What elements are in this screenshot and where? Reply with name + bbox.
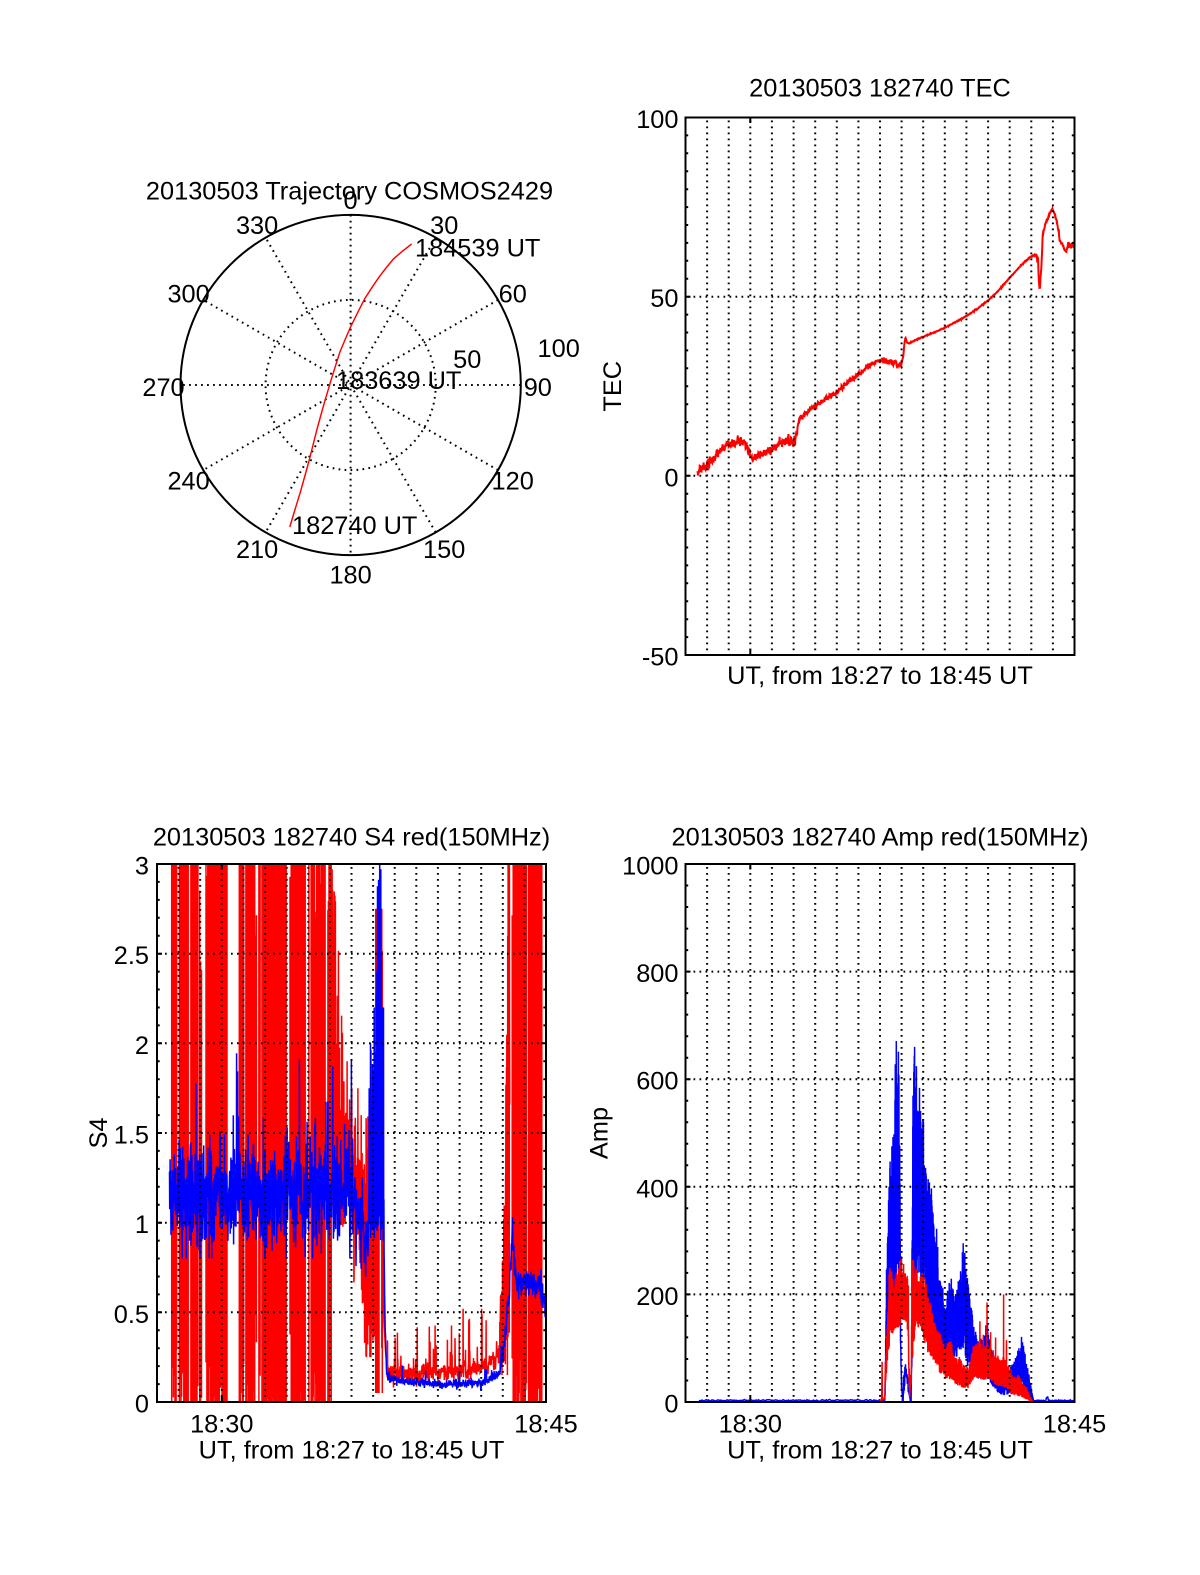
- svg-text:183639 UT: 183639 UT: [336, 367, 461, 395]
- svg-text:210: 210: [236, 536, 278, 564]
- svg-text:182740 UT: 182740 UT: [292, 512, 417, 540]
- svg-text:-50: -50: [642, 644, 679, 672]
- svg-text:2: 2: [135, 1032, 149, 1060]
- svg-text:0: 0: [664, 1391, 678, 1419]
- svg-text:1.5: 1.5: [114, 1122, 149, 1150]
- svg-text:50: 50: [453, 346, 481, 374]
- svg-text:180: 180: [329, 561, 371, 589]
- svg-text:0: 0: [344, 187, 358, 215]
- svg-text:20130503 182740 TEC: 20130503 182740 TEC: [749, 75, 1011, 103]
- svg-text:200: 200: [636, 1283, 678, 1311]
- svg-text:18:30: 18:30: [719, 1411, 782, 1439]
- svg-text:150: 150: [423, 536, 465, 564]
- svg-text:90: 90: [524, 374, 552, 402]
- svg-text:184539 UT: 184539 UT: [415, 235, 540, 263]
- svg-text:20130503 182740 Amp red(150MHz: 20130503 182740 Amp red(150MHz): [671, 824, 1088, 852]
- svg-text:100: 100: [538, 335, 580, 363]
- svg-text:800: 800: [636, 960, 678, 988]
- svg-text:30: 30: [430, 212, 458, 240]
- svg-text:20130503 182740 S4 red(150MHz): 20130503 182740 S4 red(150MHz): [153, 824, 550, 852]
- svg-text:100: 100: [636, 106, 678, 134]
- svg-text:300: 300: [167, 281, 209, 309]
- svg-text:50: 50: [650, 285, 678, 313]
- svg-text:60: 60: [499, 281, 527, 309]
- svg-text:UT, from 18:27 to 18:45 UT: UT, from 18:27 to 18:45 UT: [727, 1437, 1033, 1465]
- svg-text:270: 270: [142, 374, 184, 402]
- svg-text:240: 240: [167, 468, 209, 496]
- svg-text:0.5: 0.5: [114, 1301, 149, 1329]
- svg-text:S4: S4: [85, 1118, 113, 1149]
- svg-text:1: 1: [135, 1211, 149, 1239]
- svg-text:20130503 Trajectory COSMOS2429: 20130503 Trajectory COSMOS2429: [146, 178, 553, 206]
- svg-text:18:30: 18:30: [190, 1411, 253, 1439]
- svg-text:0: 0: [664, 464, 678, 492]
- svg-text:1000: 1000: [622, 853, 678, 881]
- svg-text:2.5: 2.5: [114, 942, 149, 970]
- svg-text:TEC: TEC: [599, 361, 627, 412]
- svg-text:400: 400: [636, 1175, 678, 1203]
- svg-text:UT, from 18:27 to 18:45 UT: UT, from 18:27 to 18:45 UT: [727, 662, 1033, 690]
- svg-text:330: 330: [236, 212, 278, 240]
- svg-text:120: 120: [492, 468, 534, 496]
- svg-text:Amp: Amp: [586, 1107, 614, 1159]
- svg-text:3: 3: [135, 853, 149, 881]
- svg-text:UT, from 18:27 to 18:45 UT: UT, from 18:27 to 18:45 UT: [199, 1437, 505, 1465]
- svg-text:0: 0: [135, 1391, 149, 1419]
- svg-text:18:45: 18:45: [514, 1411, 577, 1439]
- svg-text:18:45: 18:45: [1043, 1411, 1106, 1439]
- svg-text:600: 600: [636, 1068, 678, 1096]
